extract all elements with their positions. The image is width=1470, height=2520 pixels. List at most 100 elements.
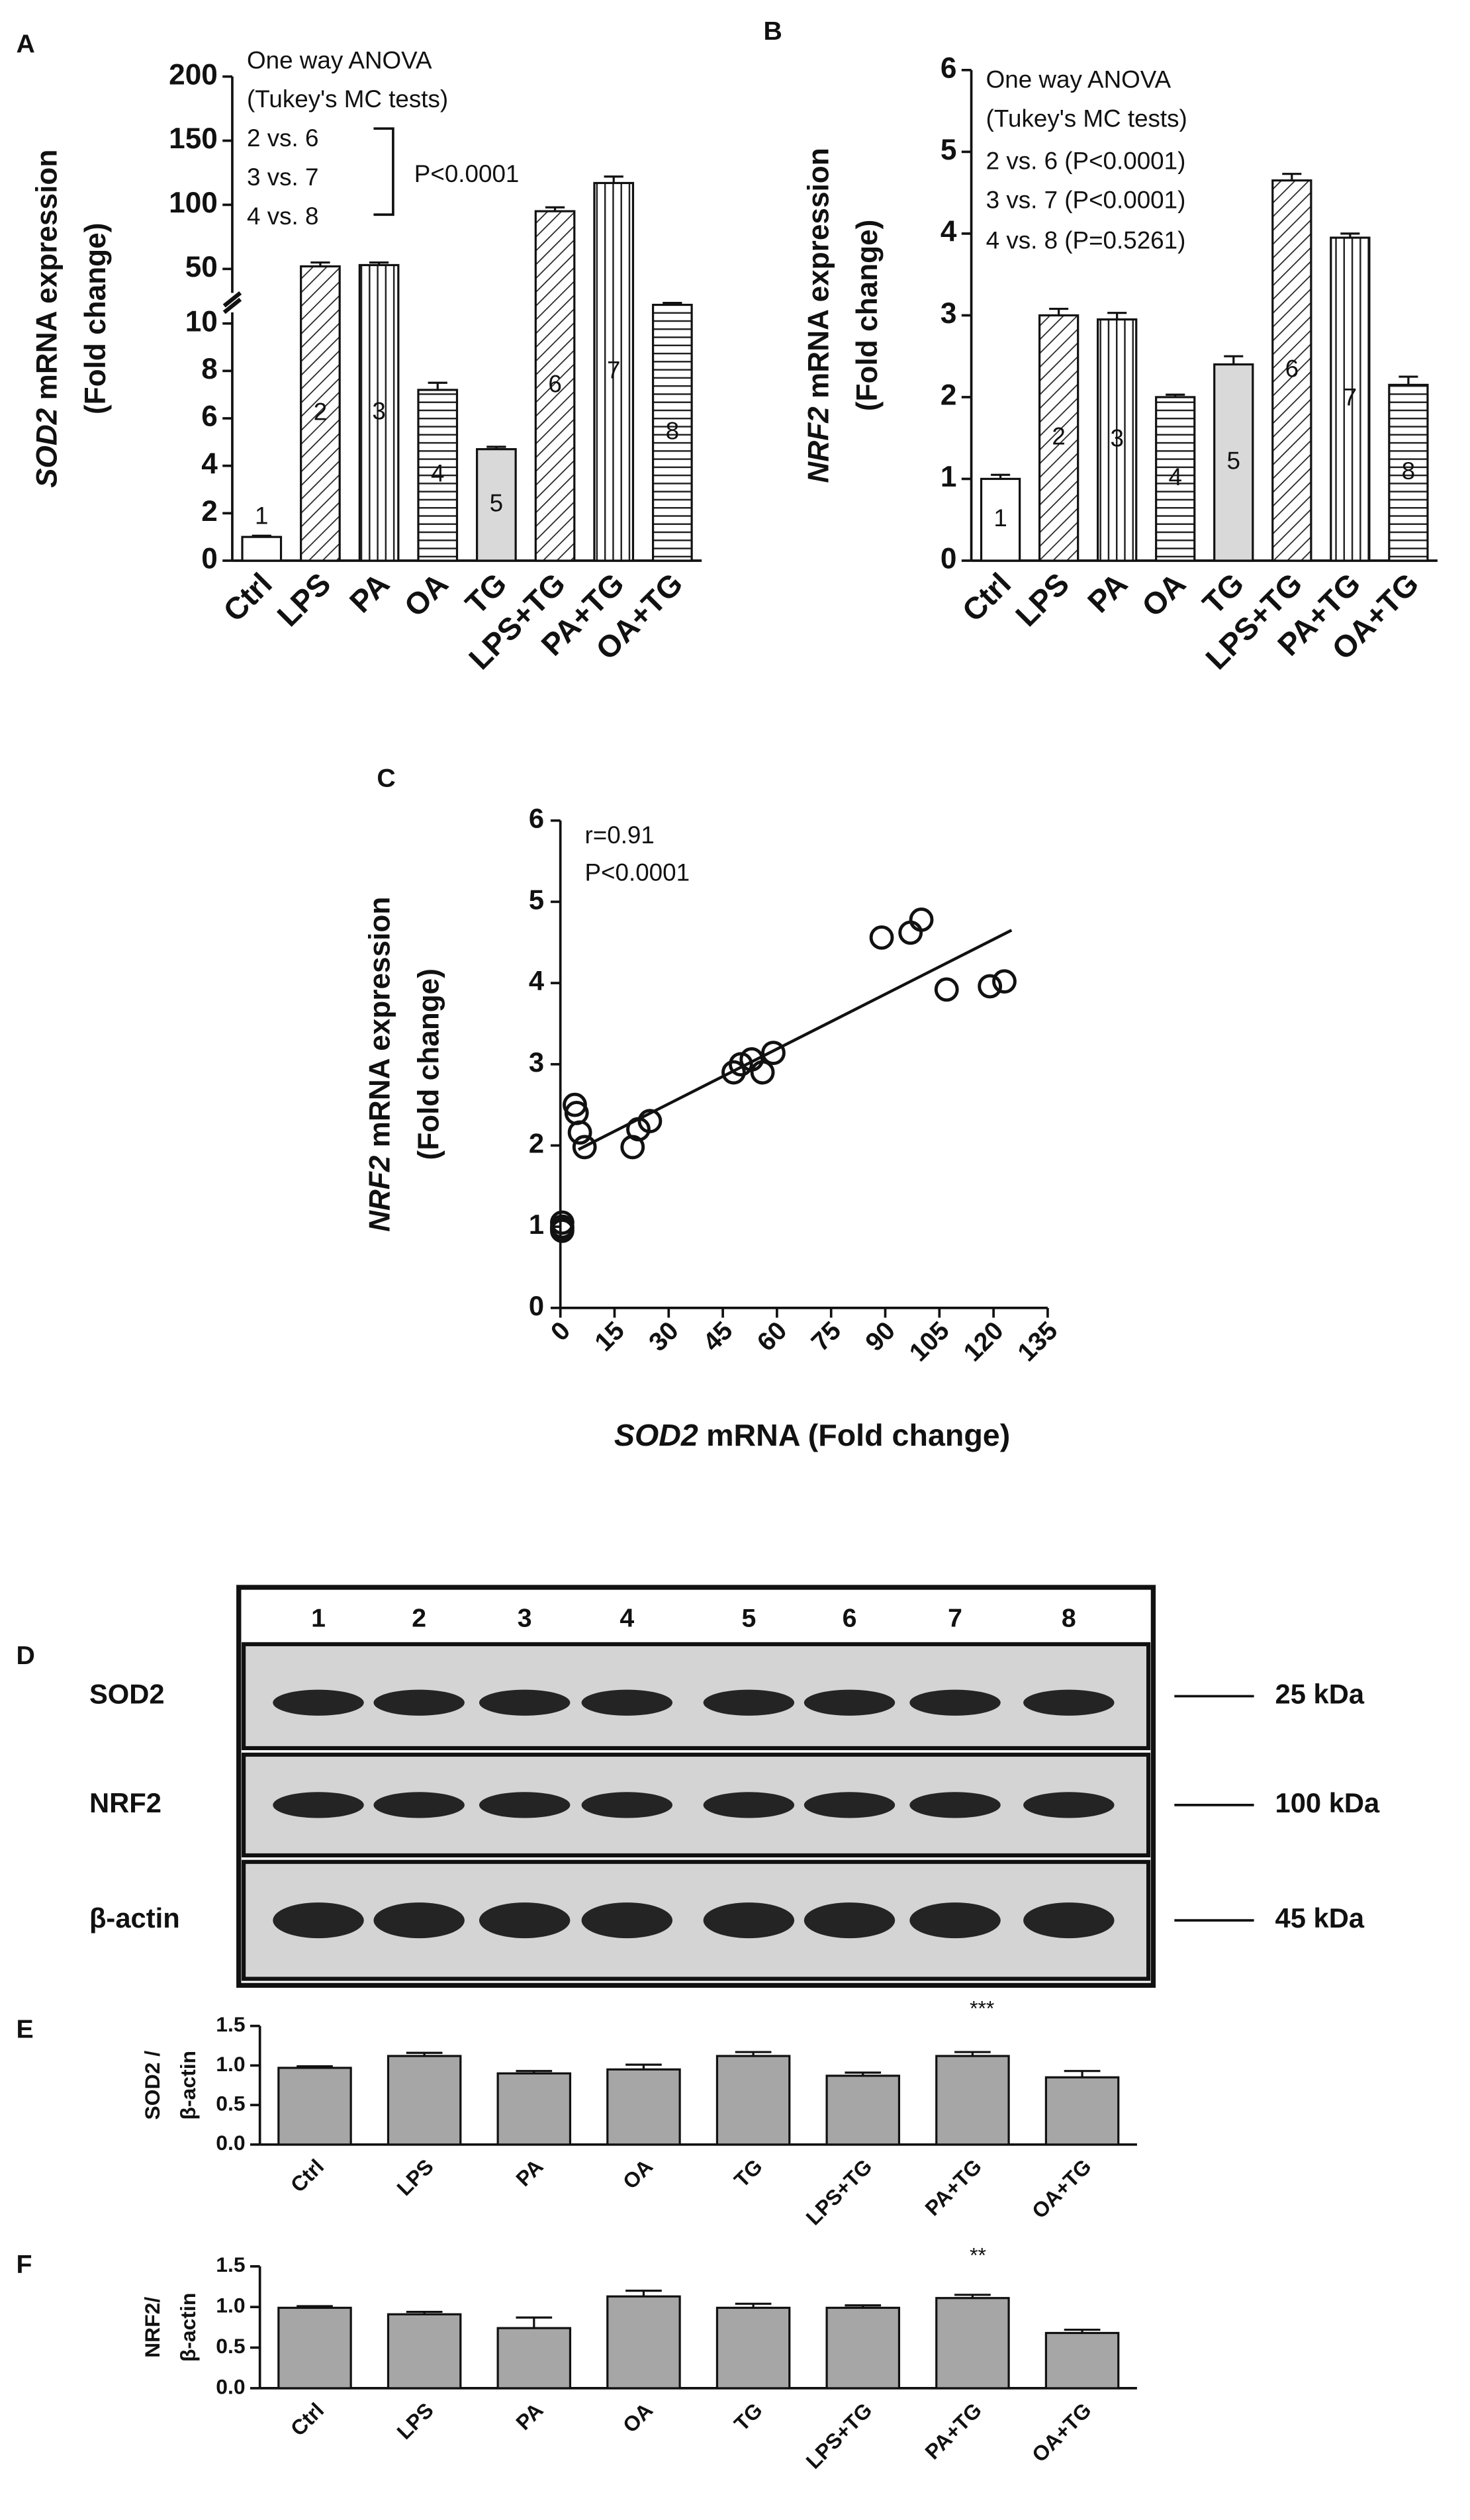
y-tick-label: 0.0 bbox=[216, 2374, 245, 2398]
lane-label: 7 bbox=[948, 1603, 962, 1632]
y-tick-label: 6 bbox=[529, 803, 544, 834]
y-axis-label-text: β-actin bbox=[177, 2051, 201, 2120]
bar bbox=[715, 2306, 791, 2390]
panel-letter: F bbox=[17, 2250, 32, 2279]
annotation: (Tukey's MC tests) bbox=[986, 105, 1187, 132]
x-tick-label: 75 bbox=[805, 1316, 847, 1357]
bar bbox=[358, 263, 400, 562]
bar bbox=[476, 447, 517, 562]
bar bbox=[1155, 396, 1196, 562]
y-tick-label: 2 bbox=[941, 379, 957, 412]
bar bbox=[825, 2075, 901, 2146]
bar-label: 5 bbox=[490, 490, 503, 517]
y-tick-label: 100 bbox=[169, 187, 218, 219]
bar bbox=[715, 2055, 791, 2146]
annotation: r=0.91 bbox=[584, 821, 654, 849]
y-tick-label: 5 bbox=[529, 884, 544, 915]
x-tick-label: 30 bbox=[643, 1316, 684, 1357]
lane-label: 4 bbox=[620, 1603, 634, 1632]
y-tick-label: 2 bbox=[201, 495, 218, 528]
y-axis-label-text: (Fold change) bbox=[851, 220, 884, 411]
annotation: 3 vs. 7 (P<0.0001) bbox=[986, 186, 1186, 213]
x-tick-label: OA+TG bbox=[1027, 2155, 1096, 2223]
bar bbox=[1271, 179, 1312, 562]
x-tick-label: LPS+TG bbox=[802, 2155, 877, 2230]
annotation: One way ANOVA bbox=[986, 66, 1171, 93]
x-tick-label: PA bbox=[343, 566, 396, 619]
lane-label: 3 bbox=[518, 1603, 532, 1632]
y-tick-label: 10 bbox=[185, 305, 218, 338]
y-axis-label-text: (Fold change) bbox=[412, 968, 445, 1160]
x-tick-label: 0 bbox=[545, 1316, 576, 1347]
bar bbox=[277, 2306, 352, 2390]
row-label: NRF2 bbox=[89, 1787, 161, 1818]
x-tick-label: Ctrl bbox=[216, 566, 279, 628]
annotation: *** bbox=[970, 1996, 994, 2020]
bar bbox=[1330, 236, 1371, 562]
annotation: 2 vs. 6 (P<0.0001) bbox=[986, 147, 1186, 174]
point bbox=[572, 1135, 597, 1160]
band bbox=[703, 1902, 795, 1939]
x-tick-label: 60 bbox=[751, 1316, 792, 1357]
point bbox=[721, 1060, 746, 1085]
y-axis-label-text: SOD2 / bbox=[141, 2051, 165, 2120]
x-tick-label: LPS bbox=[392, 2155, 438, 2200]
y-tick-label: 1.5 bbox=[216, 2253, 245, 2276]
band bbox=[273, 1902, 364, 1939]
x-tick-label: PA+TG bbox=[921, 2155, 987, 2221]
y-tick-label: 0.0 bbox=[216, 2131, 245, 2155]
band bbox=[909, 1792, 1001, 1818]
y-tick-label: 5 bbox=[941, 134, 957, 166]
gene-name: SOD2 bbox=[614, 1419, 698, 1453]
band bbox=[909, 1689, 1001, 1716]
panel-letter: B bbox=[763, 17, 782, 46]
y-axis-label-text: NRF2/ bbox=[141, 2297, 165, 2358]
panel-letter: C bbox=[377, 764, 395, 793]
x-axis-label-text: mRNA (Fold change) bbox=[706, 1419, 1010, 1453]
point bbox=[567, 1120, 592, 1145]
y-tick-label: 1 bbox=[941, 461, 957, 493]
bar bbox=[1038, 314, 1080, 562]
bar bbox=[606, 2068, 681, 2146]
lane-label: 1 bbox=[311, 1603, 326, 1632]
point bbox=[750, 1060, 775, 1085]
bar-label: 2 bbox=[1052, 422, 1065, 449]
annotation: P<0.0001 bbox=[414, 160, 520, 187]
y-tick-label: 3 bbox=[941, 297, 957, 330]
bar bbox=[1044, 2076, 1120, 2146]
band bbox=[581, 1689, 673, 1716]
y-axis-label: NRF2 mRNA expression bbox=[802, 148, 835, 483]
band bbox=[479, 1689, 571, 1716]
bar-label: 2 bbox=[314, 398, 327, 425]
annotation: 4 vs. 8 (P=0.5261) bbox=[986, 227, 1186, 254]
lane-label: 8 bbox=[1062, 1603, 1076, 1632]
point bbox=[761, 1041, 786, 1066]
axis-break bbox=[222, 297, 242, 314]
panel-letter: E bbox=[17, 2014, 34, 2043]
point bbox=[550, 1216, 574, 1241]
bar bbox=[387, 2055, 462, 2146]
bar bbox=[935, 2055, 1010, 2146]
band bbox=[479, 1902, 571, 1939]
x-tick-label: OA bbox=[618, 2398, 657, 2437]
x-tick-label: LPS bbox=[271, 566, 338, 633]
x-tick-label: LPS bbox=[1009, 566, 1076, 633]
x-tick-label: 15 bbox=[589, 1316, 630, 1357]
x-tick-label: 45 bbox=[698, 1316, 739, 1357]
y-tick-label: 0.5 bbox=[216, 2091, 245, 2115]
band bbox=[1023, 1902, 1115, 1939]
band bbox=[581, 1792, 673, 1818]
annotation: 2 vs. 6 bbox=[247, 124, 318, 152]
y-tick-label: 2 bbox=[529, 1127, 544, 1158]
bar bbox=[300, 265, 341, 562]
y-axis-label: SOD2 / bbox=[141, 2051, 165, 2120]
y-tick-label: 6 bbox=[201, 400, 218, 433]
band bbox=[1023, 1689, 1115, 1716]
band bbox=[373, 1902, 465, 1939]
bar-label: 6 bbox=[1285, 355, 1299, 383]
bar bbox=[241, 536, 283, 562]
y-tick-label: 200 bbox=[169, 58, 218, 91]
row-label: SOD2 bbox=[89, 1678, 165, 1709]
y-tick-label: 1.0 bbox=[216, 2294, 245, 2317]
